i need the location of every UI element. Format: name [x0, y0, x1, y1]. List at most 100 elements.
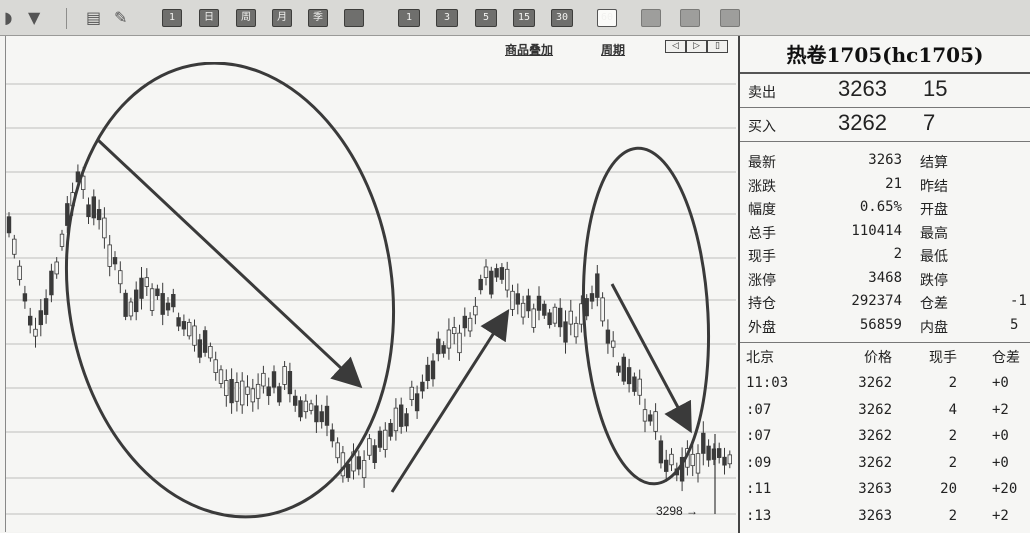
period-button-extra2[interactable] [680, 9, 700, 27]
stat-value: 21 [885, 175, 902, 192]
candle-body [202, 330, 208, 353]
candle-body [239, 380, 245, 406]
list-view-icon[interactable]: ▤ [86, 8, 102, 27]
quote-stats: 最新 3263 结算 涨跌 21 昨结 幅度 0.65% 开盘 总手 110414 最高 现手 2 最低 涨停… [740, 146, 1030, 343]
candle-body [345, 463, 351, 478]
candle-body [409, 386, 414, 400]
stat-label-2: 仓差 [920, 296, 948, 312]
candle-body [653, 411, 658, 432]
candle-body [292, 395, 298, 406]
stat-value: 2 [893, 246, 902, 262]
candle-body [165, 302, 171, 311]
candle-body [383, 429, 388, 450]
candle-body [584, 298, 589, 317]
tick-row[interactable]: :09 3262 2 +0 [740, 452, 1030, 478]
candle-body [65, 203, 70, 226]
buy-row[interactable]: 买入 3262 7 [740, 108, 1030, 142]
scroll-left-button[interactable]: ◁ [665, 40, 686, 53]
period-button-1min[interactable]: 1 [162, 9, 182, 27]
candle-body [218, 369, 224, 384]
tick-row[interactable]: :07 3262 2 +0 [740, 425, 1030, 451]
candle-body [425, 364, 430, 382]
tick-time: :13 [746, 507, 772, 524]
period-button-week[interactable]: 周 [236, 9, 256, 27]
period-button-season[interactable]: 季 [308, 9, 328, 27]
period-button-p5[interactable]: 5 [475, 9, 497, 27]
candle-body [361, 460, 367, 479]
period-button-custom[interactable] [344, 9, 364, 27]
candle-body [324, 405, 330, 426]
tick-row[interactable]: :13 3263 2 +2 [740, 505, 1030, 531]
stat-row: 总手 110414 最高 [740, 221, 1030, 243]
candle-body [531, 308, 536, 328]
period-button-month[interactable]: 月 [272, 9, 292, 27]
stat-label: 涨停 [748, 272, 776, 289]
candle-body [547, 312, 552, 326]
candle-body [27, 315, 33, 326]
candle-body [17, 265, 22, 280]
candle-body [717, 448, 722, 458]
period-button-p15[interactable]: 15 [513, 9, 535, 27]
candle-body [563, 321, 568, 343]
candle-body [54, 261, 59, 275]
candle-body [261, 372, 266, 387]
candle-body [49, 270, 54, 296]
period-button-p30[interactable]: 30 [551, 9, 573, 27]
sell-label: 卖出 [748, 85, 776, 101]
scroll-right-button[interactable]: ▷ [686, 40, 707, 53]
candle-body [192, 325, 197, 346]
candle-body [632, 376, 637, 392]
stat-label-2: 开盘 [920, 202, 948, 218]
filter-icon[interactable]: ▼ [28, 8, 41, 27]
buy-label: 买入 [748, 119, 776, 135]
candle-body [186, 321, 192, 337]
chart-layout-button[interactable]: ▯ [707, 40, 728, 53]
tick-time: :07 [746, 428, 772, 444]
period-button-p1[interactable]: 1 [398, 9, 420, 27]
candle-body [611, 340, 616, 348]
play-icon[interactable]: ◗ [4, 8, 13, 27]
tick-price: 3262 [858, 401, 892, 418]
candle-body [38, 310, 43, 326]
candle-body [626, 367, 632, 385]
trend-arrow-down-right [610, 283, 692, 434]
period-button-p3[interactable]: 3 [436, 9, 458, 27]
tick-row[interactable]: :11 3263 20 +20 [740, 478, 1030, 504]
period-button-extra3[interactable] [720, 9, 740, 27]
stat-label: 涨跌 [748, 178, 776, 195]
candle-body [616, 365, 621, 373]
candle-body [542, 303, 547, 316]
tick-header-qty: 现手 [929, 350, 957, 366]
candle-body [255, 383, 261, 399]
candle-body [722, 456, 727, 466]
stat-label: 总手 [748, 225, 776, 242]
period-button-extra1[interactable] [641, 9, 661, 27]
candle-body [250, 388, 255, 403]
candle-body [271, 371, 277, 388]
candle-body [59, 233, 65, 247]
quote-panel: 热卷1705(hc1705) 卖出 3263 15 买入 3262 7 最新 32… [738, 36, 1030, 533]
draw-pen-icon[interactable]: ✎ [114, 8, 128, 27]
tick-time: :09 [746, 454, 772, 471]
tick-row[interactable]: 11:03 3262 2 +0 [740, 372, 1030, 398]
stat-value: 292374 [851, 293, 902, 309]
period-button-day[interactable]: 日 [199, 9, 219, 27]
tick-oichange: +2 [992, 507, 1009, 524]
sell-row[interactable]: 卖出 3263 15 [740, 74, 1030, 108]
candle-body [319, 411, 324, 423]
tick-price: 3262 [858, 428, 892, 444]
candle-body [573, 322, 579, 338]
period-button-p60[interactable]: 60 [597, 9, 617, 27]
stat-label-2: 最低 [920, 249, 948, 265]
candle-body [441, 345, 446, 354]
period-link[interactable]: 周期 [601, 43, 626, 57]
overlay-link[interactable]: 商品叠加 [505, 43, 554, 57]
candle-body [43, 298, 49, 315]
stat-value-2: 5 [1010, 316, 1019, 333]
annotation-ellipse-left [64, 62, 396, 519]
sell-qty: 15 [923, 76, 948, 101]
candle-body [388, 422, 393, 437]
candlestick-chart[interactable] [6, 62, 736, 532]
candle-body [414, 393, 420, 412]
tick-row[interactable]: :07 3262 4 +2 [740, 399, 1030, 425]
